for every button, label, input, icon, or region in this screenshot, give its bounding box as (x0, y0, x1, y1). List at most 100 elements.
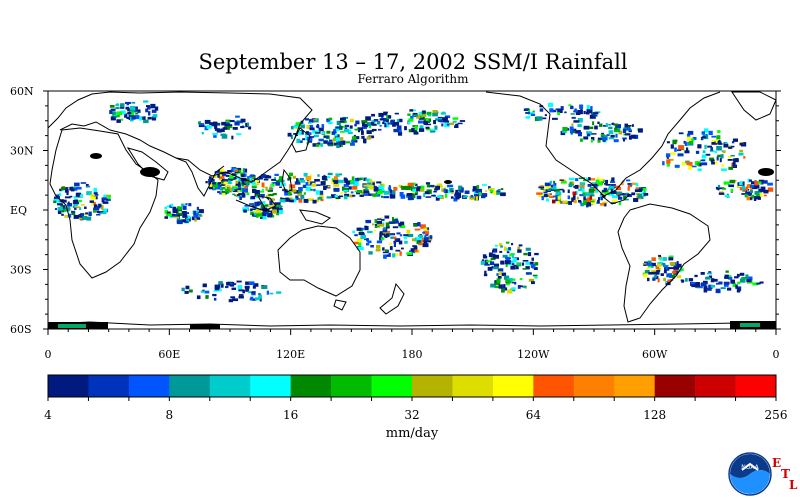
rain-cell (98, 203, 102, 208)
rain-cell (289, 188, 292, 191)
rain-cell (304, 132, 308, 136)
rain-cell (353, 181, 359, 187)
rain-cell (357, 128, 361, 133)
rain-cell (339, 137, 344, 142)
rain-cell (470, 194, 474, 198)
rain-cell (309, 127, 315, 131)
rain-cell (488, 252, 493, 257)
rain-cell (238, 289, 244, 292)
rain-cell (239, 188, 244, 192)
rain-cell (610, 188, 613, 192)
rain-cell (266, 290, 269, 295)
coast-africa (49, 127, 159, 279)
rain-cell (247, 291, 253, 294)
rain-cell (326, 176, 331, 178)
rain-cell (377, 218, 382, 220)
rain-cell (248, 126, 252, 130)
coast-newzealand (379, 282, 405, 315)
rain-cell (75, 206, 80, 209)
rain-cell (504, 287, 508, 291)
rain-cell (263, 212, 269, 215)
rain-cell (652, 276, 657, 280)
rain-cell (739, 181, 743, 186)
rain-cell (351, 136, 357, 141)
rain-cell (507, 289, 513, 294)
rain-cell (500, 245, 503, 248)
rain-cell (360, 235, 367, 239)
rain-cell (666, 141, 670, 144)
colorbar-swatch (492, 375, 534, 397)
rain-cell (170, 213, 175, 216)
rain-cell (439, 117, 446, 121)
rain-cell (381, 115, 384, 119)
rain-cell (381, 237, 385, 240)
rain-cell (750, 187, 753, 192)
rain-cell (57, 206, 63, 211)
rain-cell (542, 190, 546, 192)
rain-cell (505, 263, 508, 267)
rain-cell (188, 289, 193, 293)
rain-cell (721, 164, 725, 167)
rain-cell (550, 184, 554, 188)
rain-cell (406, 193, 413, 197)
rain-cell (258, 293, 261, 295)
rain-cell (333, 183, 340, 187)
rain-cell (363, 190, 369, 194)
rain-cell (263, 178, 269, 181)
colorbar-swatch (695, 375, 736, 397)
rain-cell (147, 116, 152, 120)
rain-cell (429, 235, 433, 239)
rain-cell (312, 199, 317, 204)
rain-cell (708, 271, 712, 274)
colorbar-swatch (735, 375, 777, 397)
rain-cell (142, 116, 145, 120)
rain-cell (244, 285, 250, 289)
rain-cell (573, 120, 580, 123)
rain-cell (93, 187, 97, 193)
rain-cell (256, 208, 262, 214)
rain-cell (398, 184, 401, 187)
rain-cell (249, 203, 255, 206)
rain-cell (305, 199, 309, 203)
rain-cell (754, 181, 759, 186)
rain-cell (392, 226, 399, 229)
rain-cell (739, 272, 745, 276)
rain-cell (250, 211, 256, 215)
rain-cell (389, 246, 393, 251)
rain-cell (343, 183, 349, 188)
rain-cell (679, 268, 684, 271)
rain-cell (694, 283, 701, 288)
rain-cell (630, 183, 633, 186)
rain-cell (568, 197, 573, 199)
rain-cell (218, 281, 223, 285)
rain-cell (164, 210, 169, 214)
rain-cell (702, 150, 706, 153)
rain-cell (720, 154, 724, 159)
etl-letter-t: T (781, 467, 790, 481)
rain-cell (455, 197, 460, 200)
rain-cell (282, 189, 288, 192)
lon-label: 60E (158, 348, 180, 361)
rain-cell (177, 206, 182, 211)
rain-cell (296, 138, 301, 144)
rain-cell (500, 192, 506, 197)
rain-cell (594, 111, 601, 113)
rain-cell (222, 173, 227, 176)
rain-cell (604, 191, 610, 195)
rain-cell (746, 191, 752, 196)
rain-cell (406, 252, 413, 255)
rain-cell (93, 204, 97, 208)
rain-cell (584, 198, 587, 202)
rain-cell (194, 218, 197, 222)
rain-cell (756, 194, 760, 197)
rain-cell (228, 299, 233, 303)
rain-cell (167, 213, 172, 217)
rain-cell (577, 109, 583, 115)
rain-cell (681, 161, 686, 166)
rain-cell (393, 242, 396, 247)
rain-cell (350, 191, 354, 194)
rain-cell (706, 287, 712, 291)
rain-cell (436, 195, 442, 198)
rain-cell (254, 179, 259, 183)
rain-cell (198, 121, 201, 125)
